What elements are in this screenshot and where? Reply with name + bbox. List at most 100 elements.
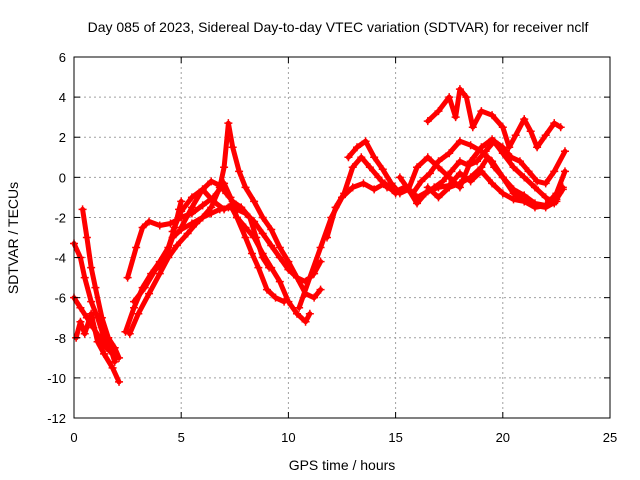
- data-point: [252, 233, 261, 242]
- data-point: [413, 163, 422, 172]
- data-point: [267, 241, 276, 250]
- data-point: [455, 179, 464, 188]
- data-point: [123, 273, 132, 282]
- x-tick-label: 25: [603, 430, 617, 445]
- data-point: [490, 163, 499, 172]
- series-track-10: [177, 177, 274, 272]
- data-point: [316, 243, 325, 252]
- series-track-4: [78, 205, 124, 362]
- data-point: [115, 377, 124, 386]
- data-point: [383, 183, 392, 192]
- data-point: [207, 177, 216, 186]
- data-point: [365, 163, 374, 172]
- data-point: [140, 283, 149, 292]
- data-point: [451, 113, 460, 122]
- data-point: [434, 107, 443, 116]
- data-point: [198, 185, 207, 194]
- data-point: [310, 293, 319, 302]
- data-point: [455, 137, 464, 146]
- plot-frame: [73, 56, 611, 419]
- data-point: [511, 131, 520, 140]
- data-point: [134, 309, 143, 318]
- data-point: [466, 173, 475, 182]
- data-point: [423, 117, 432, 126]
- data-point: [93, 337, 102, 346]
- data-point: [434, 193, 443, 202]
- data-point: [560, 167, 569, 176]
- data-point: [505, 143, 514, 152]
- axis-ticks: 0 5 10 15 20 25 -12 -10 -8 -6 -4 -2 0 2 4 6: [47, 50, 617, 445]
- data-point: [305, 273, 314, 282]
- data-point: [541, 179, 550, 188]
- data-point: [447, 167, 456, 176]
- data-point: [488, 111, 497, 120]
- data-point: [498, 123, 507, 132]
- data-point: [104, 333, 113, 342]
- data-point: [541, 193, 550, 202]
- y-tick-label: -6: [54, 291, 66, 306]
- data-point: [168, 227, 177, 236]
- data-point: [466, 157, 475, 166]
- data-point: [331, 203, 340, 212]
- data-point: [477, 163, 486, 172]
- data-point: [115, 353, 124, 362]
- data-point: [560, 147, 569, 156]
- data-point: [520, 115, 529, 124]
- data-point: [78, 205, 87, 214]
- series-track-15: [423, 85, 565, 152]
- data-point: [275, 253, 284, 262]
- data-point: [76, 303, 85, 312]
- data-point: [445, 93, 454, 102]
- data-point: [295, 303, 304, 312]
- data-point: [445, 173, 454, 182]
- x-tick-label: 10: [281, 430, 295, 445]
- data-point: [417, 177, 426, 186]
- data-point: [423, 183, 432, 192]
- data-point: [275, 243, 284, 252]
- y-tick-label: 4: [59, 90, 66, 105]
- series-line: [425, 86, 564, 150]
- data-point: [177, 207, 186, 216]
- data-point: [477, 107, 486, 116]
- data-point: [262, 285, 271, 294]
- y-tick-label: -10: [47, 371, 66, 386]
- data-point: [215, 181, 224, 190]
- series-line: [324, 138, 568, 240]
- data-point: [404, 185, 413, 194]
- data-point: [258, 213, 267, 222]
- data-point: [222, 189, 231, 198]
- data-point: [344, 153, 353, 162]
- data-point: [462, 93, 471, 102]
- data-point: [466, 141, 475, 150]
- data-point: [224, 119, 233, 128]
- data-point: [166, 219, 175, 228]
- y-tick-label: -12: [47, 411, 66, 426]
- data-point: [359, 179, 368, 188]
- data-point: [509, 189, 518, 198]
- data-point: [80, 273, 89, 282]
- data-point: [515, 157, 524, 166]
- series-line: [178, 178, 272, 271]
- x-tick-label: 5: [178, 430, 185, 445]
- data-point: [265, 263, 274, 272]
- data-point: [395, 173, 404, 182]
- data-point: [232, 213, 241, 222]
- data-point: [228, 143, 237, 152]
- data-point: [524, 167, 533, 176]
- data-point: [110, 343, 119, 352]
- x-tick-label: 15: [388, 430, 402, 445]
- data-point: [526, 127, 535, 136]
- data-point: [151, 265, 160, 274]
- data-point: [187, 193, 196, 202]
- data-point: [558, 183, 567, 192]
- data-point: [533, 177, 542, 186]
- series-track-3: [72, 309, 124, 386]
- data-point: [378, 165, 387, 174]
- data-point: [241, 233, 250, 242]
- data-point: [468, 123, 477, 132]
- y-tick-label: 0: [59, 170, 66, 185]
- data-point: [387, 179, 396, 188]
- data-point: [235, 167, 244, 176]
- data-point: [177, 197, 186, 206]
- data-point: [280, 297, 289, 306]
